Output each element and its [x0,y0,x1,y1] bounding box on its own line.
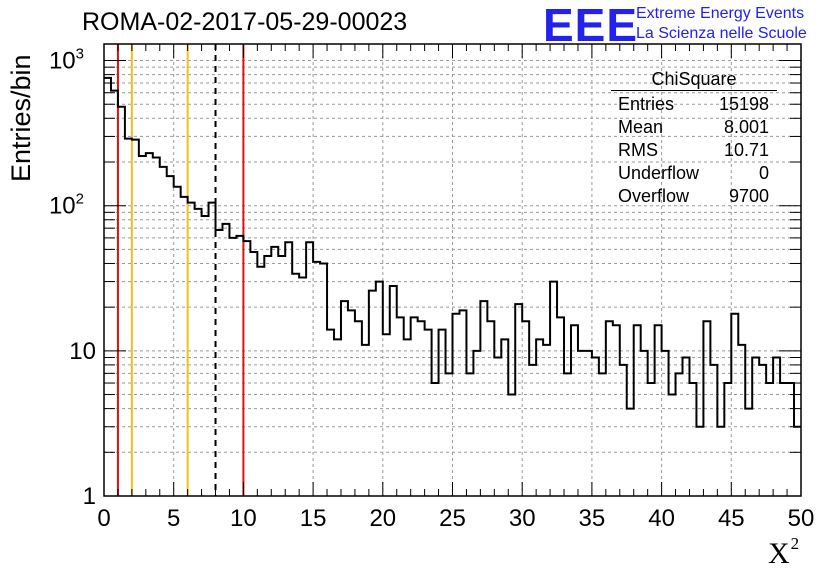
x-tick-label: 40 [648,505,675,532]
x-tick-label: 10 [230,505,257,532]
logo-line-2: La Scienza nelle Scuole [636,25,807,42]
x-tick-label: 15 [300,505,327,532]
stats-value: 0 [758,163,769,183]
stats-label: Underflow [618,163,700,183]
x-tick-labels: 0 5 10 15 20 25 30 35 40 45 50 [97,505,814,532]
y-tick-labels: 1 10 102 103 [49,46,96,510]
logo-line-1: Extreme Energy Events [636,5,805,22]
chart-title: ROMA-02-2017-05-29-00023 [82,8,408,36]
axis-ticks [103,44,802,497]
stats-box: ChiSquare Entries 15198 Mean 8.001 RMS 1… [611,68,777,208]
stats-label: Overflow [618,186,690,206]
eee-logo: EEE [543,0,639,51]
reference-lines [116,44,245,496]
y-tick-label: 1 [83,483,96,510]
x-tick-label: 0 [97,505,110,532]
stats-label: Entries [618,94,675,114]
stats-row-overflow: Overflow 9700 [611,185,777,208]
stats-value: 8.001 [723,117,769,137]
histogram-line [104,76,801,428]
stats-label: Mean [618,117,664,137]
stats-row-rms: RMS 10.71 [611,139,777,162]
x-tick-label: 30 [509,505,536,532]
y-axis-label: Entries/bin [6,54,36,182]
y-tick-label: 103 [49,46,84,75]
stats-row-mean: Mean 8.001 [611,116,777,139]
stats-row-entries: Entries 15198 [611,93,777,116]
stats-label: RMS [618,140,658,160]
stats-value: 15198 [718,94,769,114]
stats-box-title: ChiSquare [611,68,777,91]
x-tick-label: 50 [788,505,815,532]
stats-value: 10.71 [723,140,769,160]
x-tick-label: 35 [579,505,606,532]
x-tick-label: 5 [167,505,180,532]
x-tick-label: 45 [718,505,745,532]
y-tick-label: 10 [69,338,96,365]
logo-tagline: Extreme Energy Events La Scienza nelle S… [636,4,807,44]
x-axis-label: X2 [768,534,799,571]
stats-value: 9700 [728,186,769,206]
x-axis-label-sup: 2 [790,534,800,553]
stats-row-underflow: Underflow 0 [611,162,777,185]
x-axis-label-base: X [768,537,790,570]
x-tick-label: 25 [439,505,466,532]
x-tick-label: 20 [369,505,396,532]
y-tick-label: 102 [49,191,84,220]
